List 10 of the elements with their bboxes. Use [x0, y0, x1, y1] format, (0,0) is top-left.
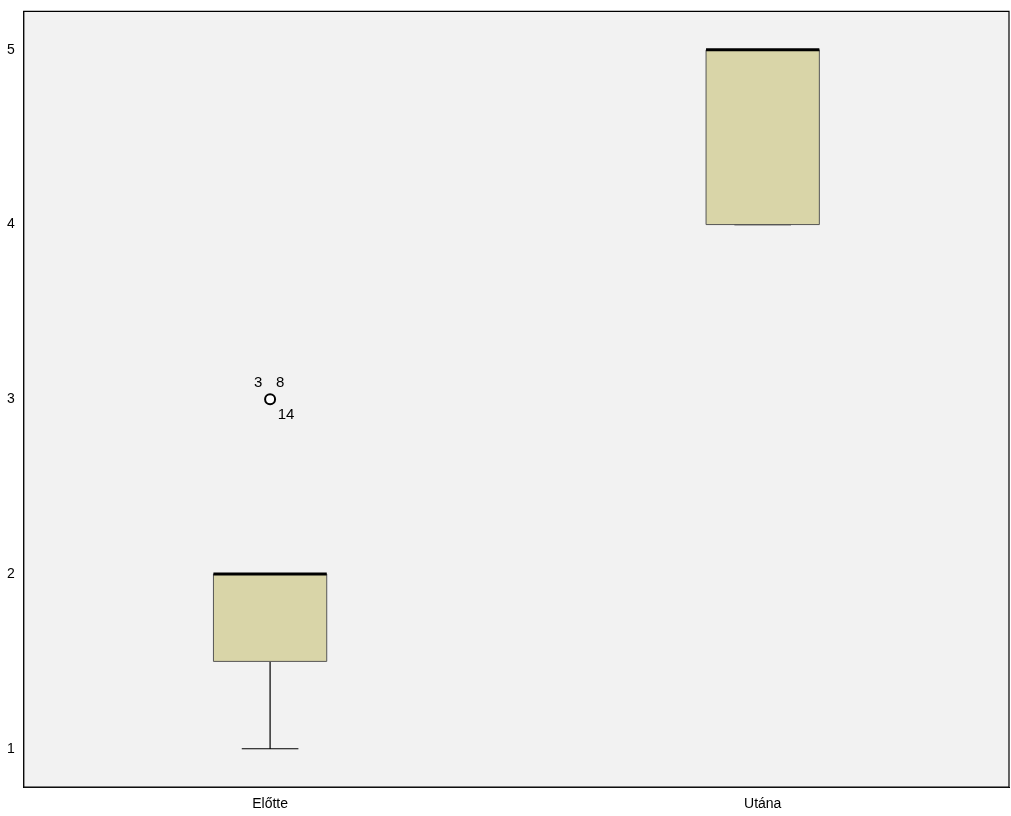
x-tick-label: Utána: [744, 795, 782, 812]
y-tick-label: 4: [6, 215, 15, 232]
y-tick-label: 1: [6, 739, 15, 756]
y-tick-label: 5: [6, 40, 15, 57]
annotation: 8: [275, 373, 285, 391]
annotation: 14: [277, 405, 295, 423]
y-tick-label: 3: [6, 390, 15, 407]
y-tick-label: 2: [6, 564, 15, 581]
annotation: 3: [253, 373, 263, 391]
x-tick-label: Előtte: [252, 795, 289, 812]
